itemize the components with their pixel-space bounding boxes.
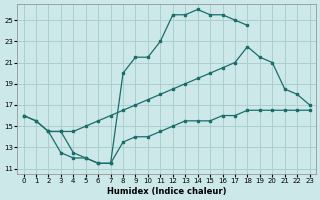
X-axis label: Humidex (Indice chaleur): Humidex (Indice chaleur)	[107, 187, 226, 196]
